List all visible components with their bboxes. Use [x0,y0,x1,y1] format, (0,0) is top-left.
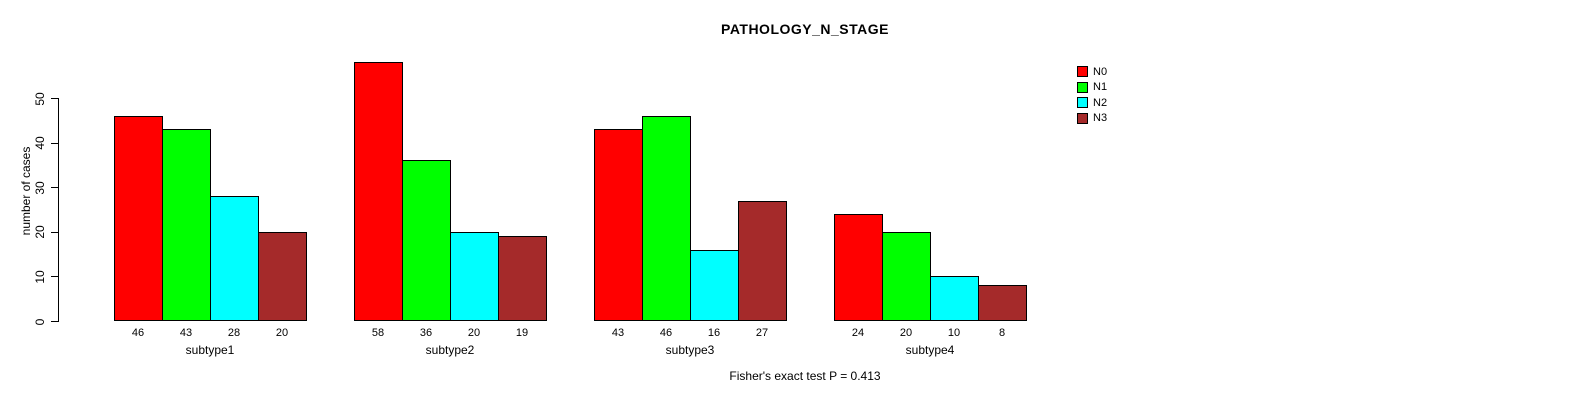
y-tick [51,231,58,233]
bar-value-label: 46 [131,327,145,339]
legend-swatch-N1 [1077,81,1088,93]
legend-swatch-N2 [1077,97,1088,108]
legend-item-N1: N1 [1077,80,1107,95]
legend-item-N0: N0 [1077,64,1107,79]
bar-value-label: 24 [851,327,865,339]
bar-subtype3-N0 [594,129,643,321]
bar-subtype2-N3 [498,236,547,321]
group-label-subtype2: subtype2 [425,343,475,357]
bar-value-label: 10 [947,327,961,339]
bar-value-label: 20 [899,327,913,339]
y-tick-label: 0 [33,318,47,325]
bar-subtype4-N2 [930,276,979,321]
y-tick-label: 50 [33,91,47,106]
bar-subtype1-N1 [162,129,211,321]
bar-subtype4-N1 [882,232,931,321]
legend: N0 N1 N2 N3 [1077,64,1107,126]
bar-value-label: 43 [611,327,625,339]
stat-test-caption: Fisher's exact test P = 0.413 [729,369,881,383]
bar-subtype1-N3 [258,232,307,321]
y-tick [51,321,58,322]
bar-subtype1-N2 [210,196,259,321]
legend-label: N0 [1093,65,1108,78]
y-axis-label: number of cases [19,146,33,236]
bar-subtype3-N3 [738,201,787,321]
y-tick [51,187,58,189]
legend-label: N2 [1093,96,1108,109]
bar-value-label: 27 [755,327,769,339]
chart-title: PATHOLOGY_N_STAGE [721,21,889,37]
bar-subtype4-N0 [834,214,883,321]
bar-value-label: 8 [998,327,1006,339]
group-label-subtype3: subtype3 [665,343,715,357]
legend-item-N2: N2 [1077,95,1107,110]
bar-value-label: 46 [659,327,673,339]
y-tick-label: 30 [33,181,47,195]
y-tick [51,142,58,144]
legend-label: N1 [1093,81,1108,93]
y-tick-label: 20 [33,225,47,239]
bar-value-label: 43 [179,327,193,339]
bar-value-label: 20 [467,327,481,339]
group-label-subtype4: subtype4 [905,343,955,357]
bar-value-label: 58 [371,327,385,339]
legend-label: N3 [1093,112,1108,124]
bar-value-label: 28 [227,327,241,339]
bar-subtype4-N3 [978,285,1027,321]
bar-subtype3-N2 [690,250,739,321]
bar-value-label: 19 [515,327,529,339]
y-tick [51,98,58,99]
legend-item-N3: N3 [1077,111,1107,126]
bar-value-label: 36 [419,327,433,339]
bar-subtype2-N0 [354,62,403,321]
bar-subtype2-N1 [402,160,451,321]
bar-subtype1-N0 [114,116,163,321]
legend-swatch-N0 [1077,66,1088,77]
y-tick-label: 10 [33,270,47,284]
bar-value-label: 20 [275,327,289,339]
y-tick-label: 40 [33,136,47,150]
y-tick [51,276,58,278]
bar-value-label: 16 [707,327,721,339]
bar-subtype2-N2 [450,232,499,321]
legend-swatch-N3 [1077,112,1088,124]
y-axis-line [58,98,59,322]
group-label-subtype1: subtype1 [185,343,235,357]
bar-subtype3-N1 [642,116,691,321]
